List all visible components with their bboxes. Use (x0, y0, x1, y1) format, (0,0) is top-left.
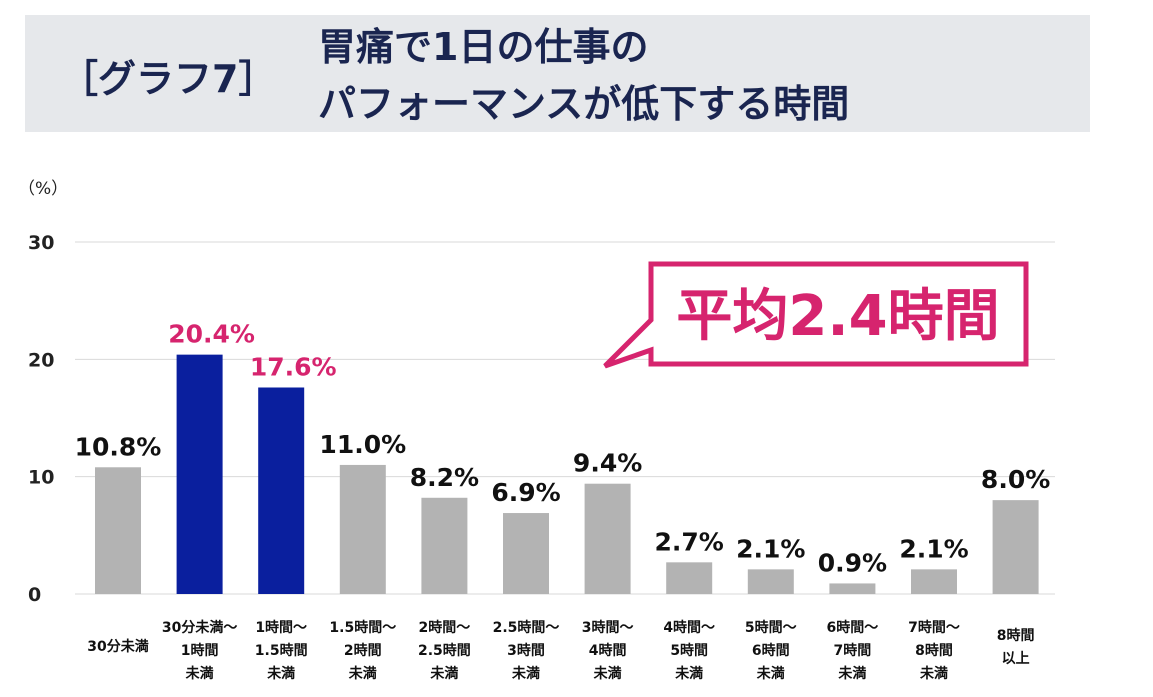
x-tick-label: 未満 (349, 665, 377, 682)
x-tick-label: 2.5時間～ (493, 619, 560, 636)
x-tick-label: 1時間 (181, 642, 219, 659)
x-tick-label: 5時間 (670, 642, 708, 659)
data-label: 0.9% (818, 548, 887, 577)
x-tick-label: 1時間～ (255, 619, 307, 636)
data-label: 10.8% (75, 432, 162, 461)
x-tick-label: 3時間～ (582, 619, 634, 636)
bar (176, 354, 223, 594)
callout-bubble (603, 261, 1029, 369)
data-label: 8.0% (981, 465, 1050, 494)
y-tick-label: 0 (28, 584, 41, 606)
bar (258, 387, 305, 594)
bar (503, 513, 549, 594)
x-tick-label: 7時間 (834, 642, 872, 659)
x-tick-label: 1.5時間 (255, 642, 308, 659)
x-tick-label: 5時間～ (745, 619, 797, 636)
x-tick-label: 1.5時間～ (329, 619, 396, 636)
y-tick-label: 20 (28, 349, 54, 371)
data-label: 9.4% (573, 449, 642, 478)
x-tick-label: 未満 (757, 665, 785, 682)
x-tick-label: 2時間 (344, 642, 382, 659)
callout-text: 平均2.4時間 (676, 284, 999, 349)
data-label: 8.2% (410, 463, 479, 492)
x-tick-label: 3時間 (507, 642, 545, 659)
data-label: 6.9% (491, 478, 560, 507)
bar (992, 500, 1039, 594)
x-tick-label: 未満 (186, 665, 214, 682)
x-tick-label: 30分未満～ (162, 619, 237, 636)
data-label: 17.6% (250, 352, 337, 381)
data-label: 2.7% (655, 527, 724, 556)
title-tag: ［グラフ7］ (60, 57, 276, 101)
bar (95, 467, 141, 594)
x-tick-label: 6時間 (752, 642, 790, 659)
x-tick-label: 8時間 (915, 642, 953, 659)
x-tick-label: 未満 (512, 665, 540, 682)
bar (747, 569, 794, 594)
callout: 平均2.4時間 (603, 261, 1029, 369)
bar (584, 483, 631, 594)
bar (829, 583, 876, 594)
x-tick-label: 未満 (430, 665, 458, 682)
x-tick-label: 2時間～ (419, 619, 471, 636)
x-tick-label: 未満 (838, 665, 866, 682)
x-tick-label: 4時間 (589, 642, 627, 659)
x-tick-label: 6時間～ (827, 619, 879, 636)
title-background (25, 15, 1090, 132)
bar (421, 497, 468, 594)
y-axis-unit: （%） (18, 179, 68, 199)
x-tick-label: 2.5時間 (418, 642, 471, 659)
x-tick-label: 以上 (1002, 651, 1030, 667)
x-tick-label: 7時間～ (908, 619, 960, 636)
x-tick-label: 未満 (594, 665, 622, 682)
data-label: 11.0% (319, 430, 406, 459)
x-tick-label: 未満 (920, 665, 948, 682)
data-label: 2.1% (899, 534, 968, 563)
title-line1: 胃痛で1日の仕事の (318, 25, 648, 69)
x-tick-label: 未満 (267, 665, 295, 682)
data-label: 20.4% (168, 320, 255, 349)
x-tick-label: 4時間～ (663, 619, 715, 636)
x-tick-label: 8時間 (997, 627, 1035, 644)
y-tick-label: 30 (28, 232, 54, 254)
x-tick-label: 30分未満 (87, 638, 148, 655)
y-tick-label: 10 (28, 467, 54, 489)
title-line2: パフォーマンスが低下する時間 (318, 82, 849, 126)
x-tick-label: 未満 (675, 665, 703, 682)
bar (911, 569, 957, 594)
bar (666, 562, 713, 594)
bar (339, 464, 386, 594)
data-label: 2.1% (736, 534, 805, 563)
